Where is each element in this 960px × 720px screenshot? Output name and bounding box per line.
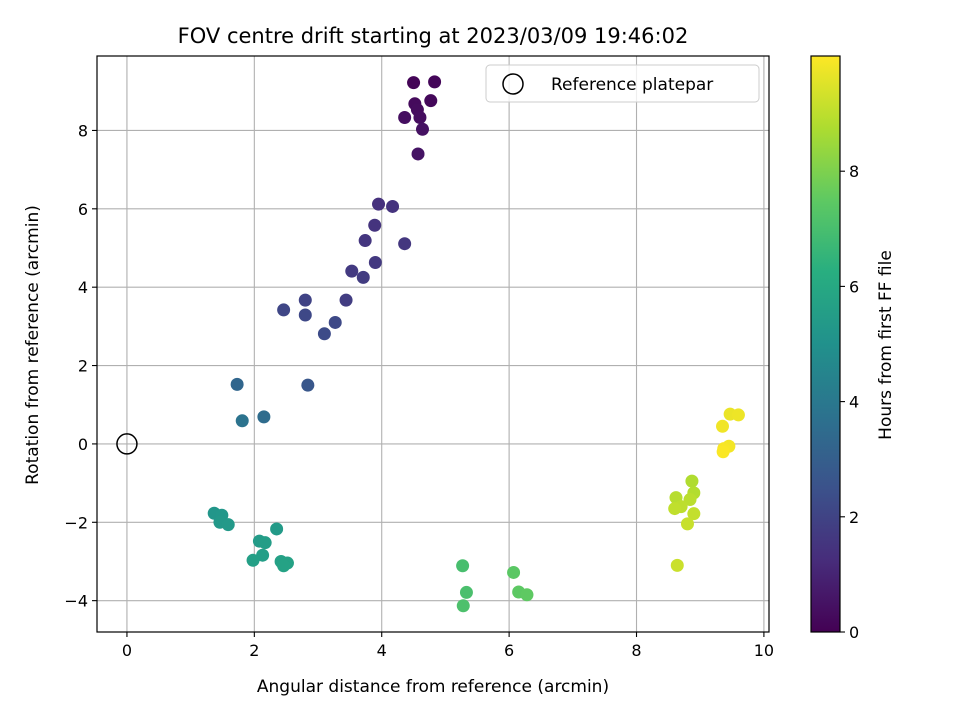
y-tick-label: 6 [78,200,88,219]
data-point [428,75,442,89]
chart-title: FOV centre drift starting at 2023/03/09 … [178,24,689,48]
colorbar-gradient [810,55,841,633]
data-point [356,270,370,284]
data-point [368,218,382,232]
colorbar-ticks: 0 2 4 6 8 [840,162,859,642]
data-point [731,408,745,422]
x-tick-label: 0 [122,641,132,660]
colorbar-title: Hours from first FF file [876,250,896,440]
colorbar: 0 2 4 6 8 Hours from first FF file [810,55,896,642]
data-point [398,237,412,251]
data-point [270,522,284,536]
data-point [456,599,470,613]
reference-platepar-marker [116,433,138,455]
colorbar-tick-label: 6 [849,277,859,296]
y-tick-label: 0 [78,435,88,454]
data-point [507,565,521,579]
data-point [317,327,331,341]
data-point [685,474,699,488]
data-point [683,493,697,507]
data-point [716,445,730,459]
x-axis-ticks: 0 2 4 6 8 10 [122,632,774,660]
legend: Reference platepar [485,64,760,103]
data-point [345,264,359,278]
data-point [716,419,730,433]
grid [97,56,769,632]
data-point [411,147,425,161]
data-point [670,558,684,572]
data-point [298,293,312,307]
y-tick-label: −4 [64,592,88,611]
y-tick-label: 4 [78,278,88,297]
plot-frame [96,55,770,633]
x-tick-label: 4 [377,641,387,660]
data-point [257,410,271,424]
data-point [328,315,342,329]
colorbar-tick-label: 8 [849,162,859,181]
x-tick-label: 8 [631,641,641,660]
data-point [456,559,470,573]
colorbar-tick-label: 4 [849,393,859,412]
x-tick-label: 6 [504,641,514,660]
x-axis-title: Angular distance from reference (arcmin) [257,677,609,697]
data-point [221,518,235,532]
colorbar-tick-label: 2 [849,508,859,527]
data-point [358,234,372,248]
data-point [258,536,272,550]
data-point [256,548,270,562]
data-point [246,553,260,567]
data-point [407,76,421,90]
data-point [520,588,534,602]
data-point [415,122,429,136]
reference-marker-layer [116,433,138,455]
data-point [687,507,701,521]
scatter-points [207,75,745,613]
y-tick-label: −2 [64,513,88,532]
data-point [372,197,386,211]
data-point [235,414,249,428]
data-point [301,378,315,392]
data-point [680,517,694,531]
data-point [339,293,353,307]
y-tick-label: 8 [78,121,88,140]
data-point [398,111,412,125]
x-tick-label: 2 [249,641,259,660]
data-point [277,303,291,317]
data-point [668,502,682,516]
data-point [459,585,473,599]
legend-label: Reference platepar [551,75,713,95]
y-axis-title: Rotation from reference (arcmin) [23,205,43,485]
data-point [424,94,438,108]
legend-box [485,64,760,103]
data-point [298,308,312,322]
data-point [386,199,400,213]
colorbar-tick-label: 0 [849,623,859,642]
y-axis-ticks: −4 −2 0 2 4 6 8 [64,121,97,611]
data-point [230,377,244,391]
x-tick-label: 10 [754,641,774,660]
legend-marker-icon [502,73,524,95]
y-tick-label: 2 [78,357,88,376]
data-point [413,111,427,125]
data-point [277,559,291,573]
data-point [368,255,382,269]
